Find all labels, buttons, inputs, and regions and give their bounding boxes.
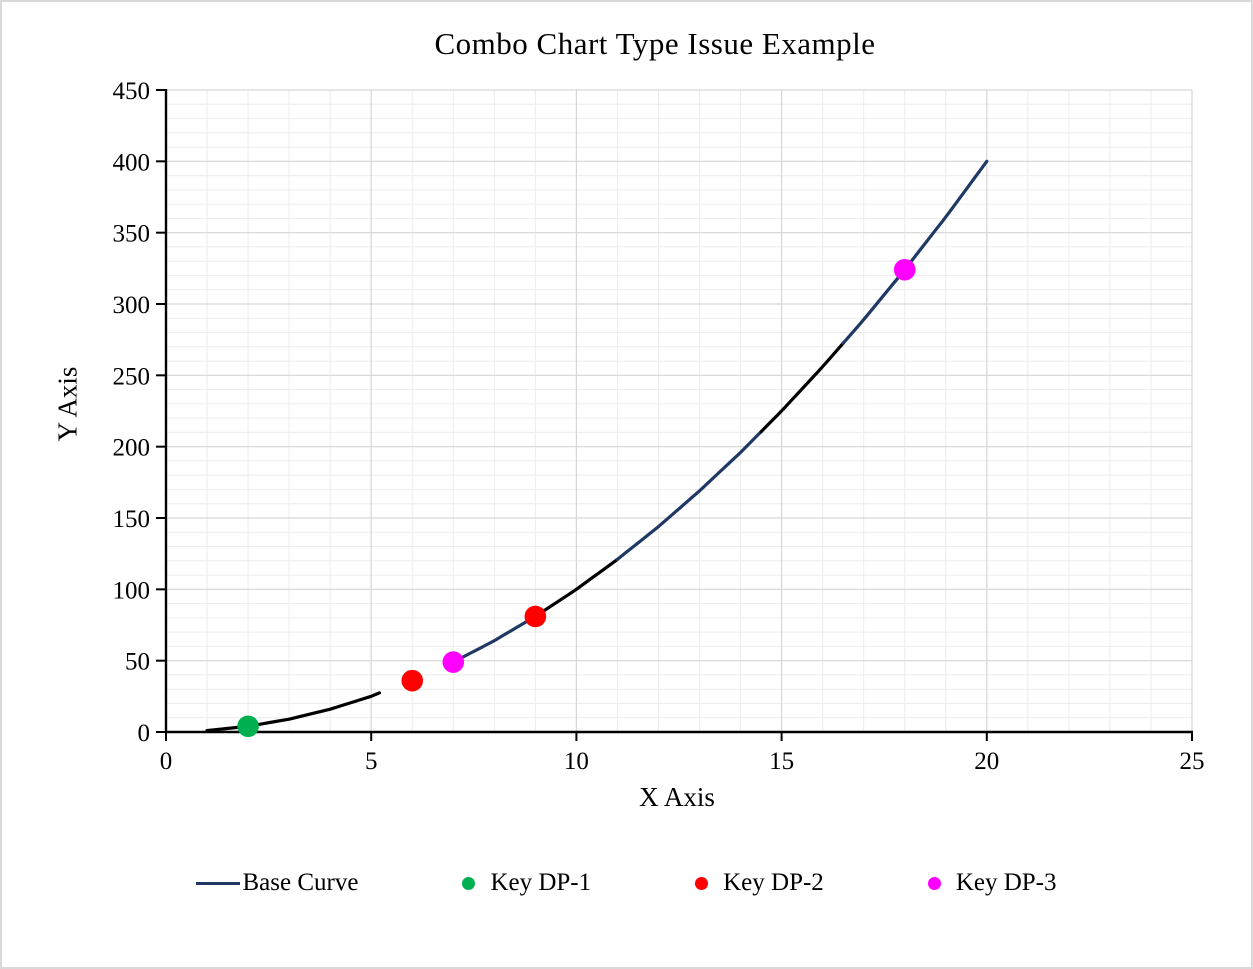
y-tick-label: 100 <box>113 577 151 604</box>
x-tick-label: 0 <box>160 748 173 775</box>
data-point-key-dp-2[interactable] <box>524 605 547 628</box>
chart-title: Combo Chart Type Issue Example <box>434 26 876 61</box>
x-tick-label: 15 <box>769 748 794 775</box>
x-tick-label: 25 <box>1180 748 1205 775</box>
legend-label: Key DP-3 <box>955 869 1057 896</box>
legend-item-key-dp-3[interactable]: Key DP-3 <box>927 869 1057 897</box>
y-tick-label: 250 <box>113 363 151 390</box>
legend-label: Key DP-1 <box>490 869 592 896</box>
y-tick-label: 400 <box>113 149 151 176</box>
legend-item-key-dp-1[interactable]: Key DP-1 <box>462 869 591 897</box>
base-curve-segment[interactable] <box>533 557 619 618</box>
legend-label: Key DP-2 <box>723 869 824 896</box>
y-tick-label: 350 <box>113 221 151 248</box>
legend-item-key-dp-2[interactable]: Key DP-2 <box>695 869 824 897</box>
y-tick-label: 450 <box>113 78 151 105</box>
x-axis-title: X Axis <box>639 782 715 812</box>
data-point-key-dp-1[interactable] <box>237 715 259 738</box>
legend: Base Curve Key DP-1 Key DP-2 Key DP-3 <box>0 869 1253 897</box>
x-tick-label: 5 <box>365 748 378 775</box>
circle-marker-icon <box>927 876 941 890</box>
y-tick-label: 150 <box>113 506 151 533</box>
base-curve-segment[interactable] <box>451 614 537 664</box>
x-tick-label: 20 <box>974 748 999 775</box>
legend-item-base-curve[interactable]: Base Curve <box>196 869 358 897</box>
circle-marker-icon <box>695 876 709 890</box>
y-axis-title: Y Axis <box>52 366 83 442</box>
y-tick-label: 50 <box>125 649 150 676</box>
data-point-key-dp-3[interactable] <box>893 258 916 281</box>
base-curve-segment[interactable] <box>841 159 989 345</box>
y-tick-label: 300 <box>113 292 151 319</box>
circle-marker-icon <box>462 876 476 890</box>
base-curve-segment[interactable] <box>759 341 845 434</box>
base-curve-segment[interactable] <box>205 691 381 733</box>
data-point-key-dp-2[interactable] <box>401 669 424 692</box>
legend-label: Base Curve <box>242 869 359 896</box>
x-tick-label: 10 <box>564 748 589 775</box>
y-tick-label: 200 <box>113 435 151 462</box>
y-tick-label: 0 <box>138 720 151 747</box>
base-curve-segment[interactable] <box>615 430 763 561</box>
data-point-key-dp-3[interactable] <box>442 651 465 673</box>
line-swatch-icon <box>196 881 241 885</box>
